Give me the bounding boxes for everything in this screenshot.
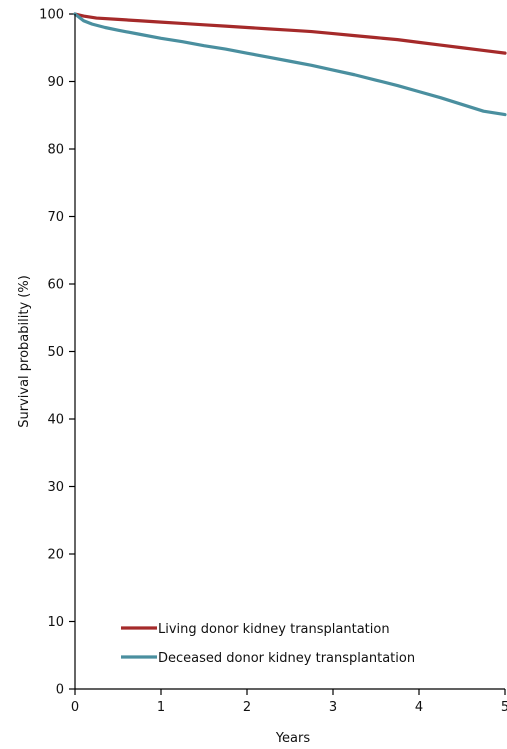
legend-label-1: Living donor kidney transplantation	[158, 622, 390, 637]
series-line-1	[73, 12, 507, 55]
y-tick-label: 100	[39, 8, 64, 23]
y-axis-title: Survival probability (%)	[17, 275, 32, 428]
y-tick-label: 70	[47, 210, 64, 225]
x-tick-label: 5	[501, 700, 507, 715]
x-tick-label: 2	[243, 700, 251, 715]
y-tick-label: 30	[47, 480, 64, 495]
y-tick-label: 90	[47, 75, 64, 90]
y-axis-ticks: 0 10 20 30 40 50 60 70 80 90 100	[39, 8, 75, 698]
series-layer	[73, 12, 507, 117]
x-tick-label: 3	[329, 700, 337, 715]
y-tick-label: 0	[56, 683, 64, 698]
y-tick-label: 10	[47, 615, 64, 630]
y-tick-label: 80	[47, 143, 64, 158]
x-axis-ticks: 0 1 2 3 4 5	[71, 689, 507, 715]
x-tick-label: 1	[157, 700, 165, 715]
y-tick-label: 40	[47, 413, 64, 428]
x-tick-label: 0	[71, 700, 79, 715]
series-line-2	[73, 12, 507, 117]
legend-label-2: Deceased donor kidney transplantation	[158, 651, 415, 666]
y-tick-label: 60	[47, 278, 64, 293]
legend: Living donor kidney transplantation Decea…	[121, 622, 415, 666]
y-tick-label: 50	[47, 345, 64, 360]
x-tick-label: 4	[415, 700, 423, 715]
x-axis-title: Years	[275, 731, 311, 746]
y-tick-label: 20	[47, 548, 64, 563]
